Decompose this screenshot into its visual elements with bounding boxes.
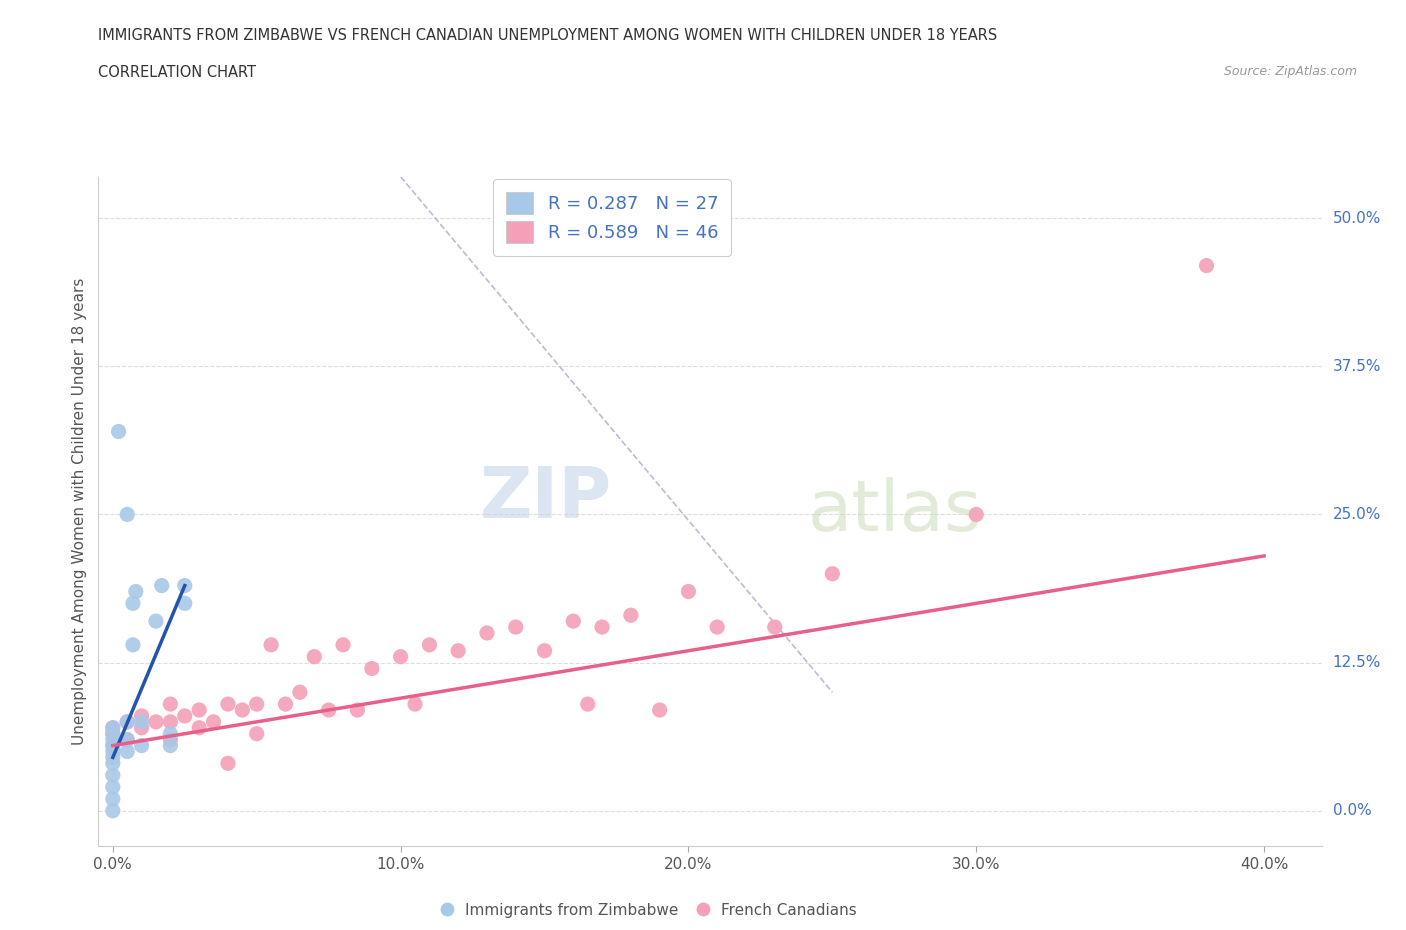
Point — [131, 709, 153, 724]
Point — [217, 756, 239, 771]
Point — [706, 619, 728, 634]
Legend: Immigrants from Zimbabwe, French Canadians: Immigrants from Zimbabwe, French Canadia… — [433, 896, 865, 925]
Point — [101, 779, 124, 794]
Point — [288, 684, 311, 699]
Point — [620, 608, 643, 623]
Point — [150, 578, 173, 593]
Text: IMMIGRANTS FROM ZIMBABWE VS FRENCH CANADIAN UNEMPLOYMENT AMONG WOMEN WITH CHILDR: IMMIGRANTS FROM ZIMBABWE VS FRENCH CANAD… — [98, 28, 998, 43]
Point — [159, 738, 181, 753]
Point — [404, 697, 426, 711]
Point — [318, 702, 340, 717]
Point — [173, 578, 195, 593]
Point — [173, 596, 195, 611]
Point — [346, 702, 368, 717]
Point — [821, 566, 844, 581]
Point — [115, 732, 138, 747]
Point — [576, 697, 599, 711]
Point — [115, 744, 138, 759]
Point — [115, 714, 138, 729]
Point — [231, 702, 253, 717]
Point — [188, 702, 211, 717]
Text: ZIP: ZIP — [479, 464, 612, 533]
Point — [101, 721, 124, 736]
Text: 50.0%: 50.0% — [1333, 211, 1381, 226]
Point — [475, 626, 498, 641]
Point — [188, 721, 211, 736]
Point — [131, 738, 153, 753]
Point — [173, 709, 195, 724]
Point — [125, 584, 148, 599]
Point — [107, 424, 129, 439]
Point — [217, 697, 239, 711]
Point — [447, 644, 470, 658]
Text: atlas: atlas — [808, 477, 983, 546]
Text: 37.5%: 37.5% — [1333, 359, 1381, 374]
Point — [418, 637, 440, 652]
Point — [274, 697, 297, 711]
Point — [159, 732, 181, 747]
Text: Source: ZipAtlas.com: Source: ZipAtlas.com — [1223, 65, 1357, 78]
Point — [101, 726, 124, 741]
Point — [562, 614, 585, 629]
Point — [101, 791, 124, 806]
Point — [533, 644, 555, 658]
Point — [159, 697, 181, 711]
Point — [202, 714, 225, 729]
Point — [101, 756, 124, 771]
Text: 12.5%: 12.5% — [1333, 655, 1381, 671]
Point — [304, 649, 326, 664]
Point — [101, 738, 124, 753]
Point — [763, 619, 786, 634]
Point — [101, 768, 124, 783]
Point — [101, 744, 124, 759]
Point — [131, 721, 153, 736]
Point — [648, 702, 671, 717]
Point — [260, 637, 283, 652]
Y-axis label: Unemployment Among Women with Children Under 18 years: Unemployment Among Women with Children U… — [72, 278, 87, 745]
Point — [131, 714, 153, 729]
Point — [591, 619, 613, 634]
Point — [1195, 259, 1218, 273]
Point — [145, 614, 167, 629]
Point — [101, 738, 124, 753]
Point — [115, 714, 138, 729]
Point — [101, 804, 124, 818]
Point — [159, 726, 181, 741]
Point — [101, 721, 124, 736]
Point — [122, 596, 145, 611]
Point — [145, 714, 167, 729]
Text: 0.0%: 0.0% — [1333, 804, 1371, 818]
Point — [159, 714, 181, 729]
Point — [389, 649, 412, 664]
Point — [332, 637, 354, 652]
Point — [101, 750, 124, 764]
Point — [678, 584, 700, 599]
Point — [246, 697, 269, 711]
Point — [101, 726, 124, 741]
Point — [115, 732, 138, 747]
Point — [360, 661, 382, 676]
Point — [965, 507, 987, 522]
Point — [115, 507, 138, 522]
Point — [122, 637, 145, 652]
Point — [101, 732, 124, 747]
Point — [246, 726, 269, 741]
Text: CORRELATION CHART: CORRELATION CHART — [98, 65, 256, 80]
Text: 25.0%: 25.0% — [1333, 507, 1381, 522]
Point — [505, 619, 527, 634]
